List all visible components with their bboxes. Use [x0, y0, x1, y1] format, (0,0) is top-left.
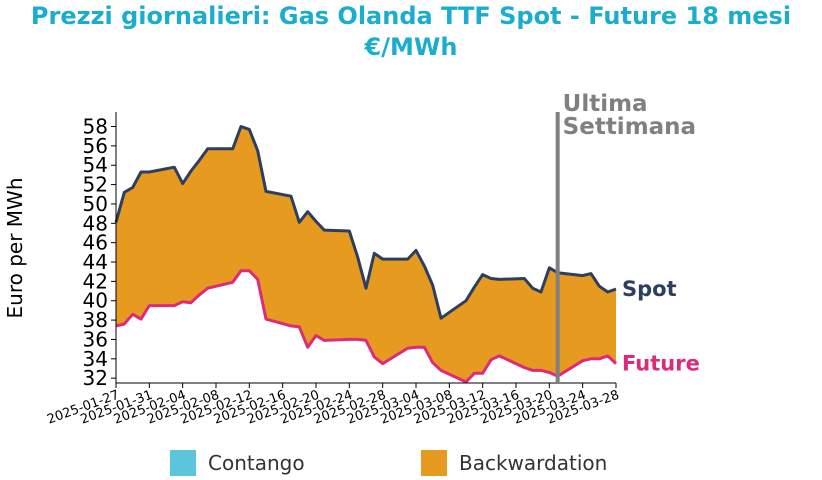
y-tick-label: 36 [83, 327, 108, 351]
legend-label-backwardation: Backwardation [459, 451, 608, 475]
y-tick-label: 44 [83, 250, 108, 274]
chart-title-line2: €/MWh [364, 33, 458, 61]
y-tick-label: 50 [83, 192, 108, 216]
y-tick-label: 38 [83, 308, 108, 332]
backwardation-area [116, 126, 616, 382]
y-tick-label: 48 [83, 211, 108, 235]
chart-title-line1: Prezzi giornalieri: Gas Olanda TTF Spot … [30, 2, 792, 30]
y-tick-label: 46 [83, 231, 108, 255]
backwardation-swatch [421, 450, 447, 476]
legend-label-contango: Contango [208, 451, 305, 475]
y-tick-label: 34 [83, 347, 108, 371]
y-axis-label: Euro per MWh [3, 178, 27, 319]
spot-line [114, 125, 617, 320]
chart-area: 32343638404244464850525456582025-01-2720… [3, 91, 700, 428]
contango-swatch [170, 450, 196, 476]
y-tick-label: 40 [83, 289, 108, 313]
future-line [115, 269, 618, 384]
y-tick-label: 58 [83, 115, 108, 139]
future-series-label: Future [622, 352, 700, 376]
y-tick-label: 32 [83, 366, 108, 390]
spot-series-label: Spot [622, 277, 677, 301]
marker-label-line1: Ultima [563, 91, 648, 117]
y-tick-label: 54 [83, 153, 108, 177]
legend-item-contango: Contango [170, 450, 305, 476]
y-tick-label: 52 [83, 173, 108, 197]
y-tick-label: 56 [83, 134, 108, 158]
legend-item-backwardation: Backwardation [421, 450, 607, 476]
y-tick-label: 42 [83, 269, 108, 293]
marker-label-line2: Settimana [563, 114, 696, 140]
